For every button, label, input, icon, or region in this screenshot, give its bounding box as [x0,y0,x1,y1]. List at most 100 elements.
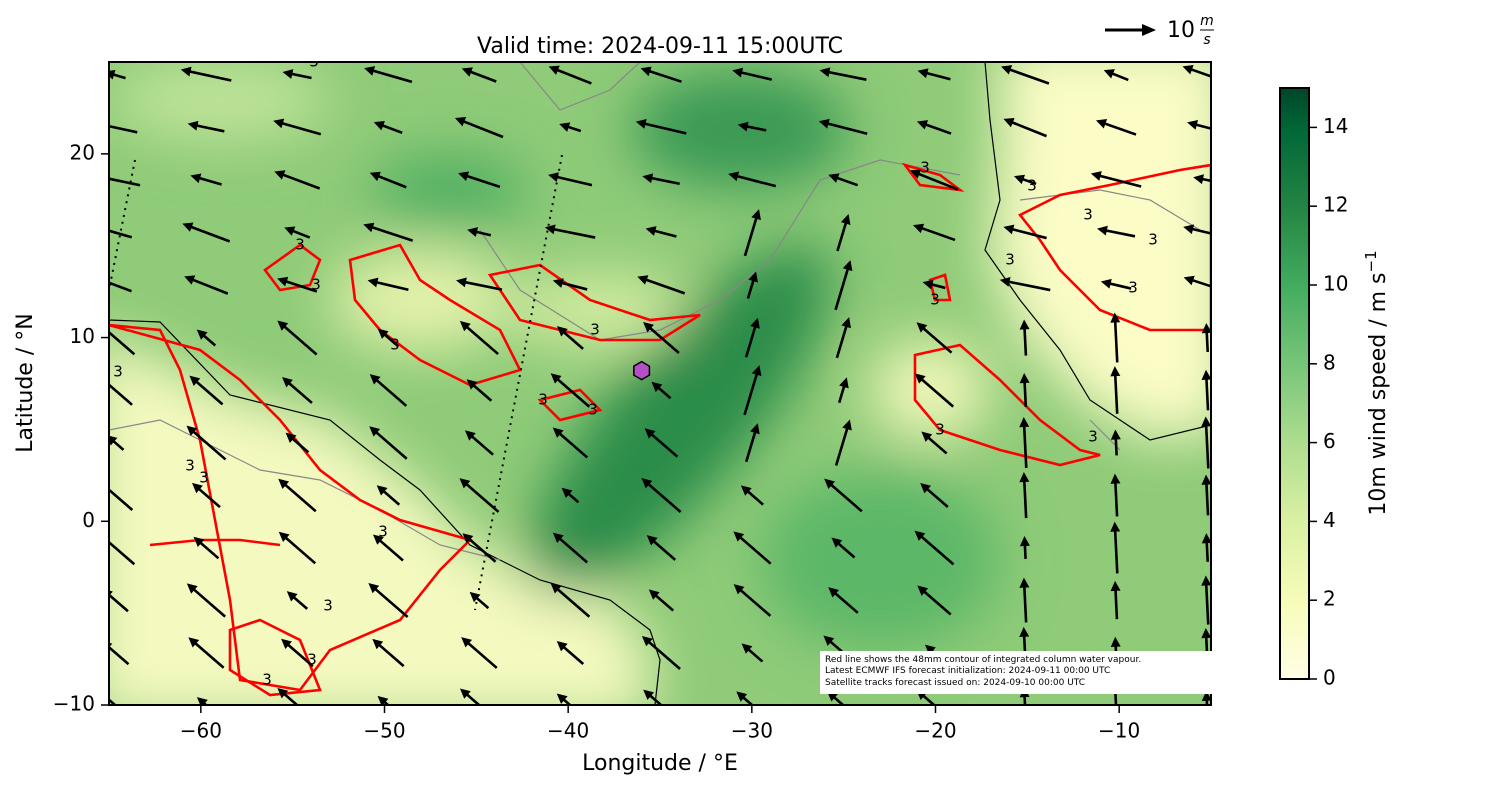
wind-arrow [466,69,497,83]
wind-arrow-head [917,68,929,79]
wind-arrow-head [1019,536,1030,547]
wind-arrow [109,229,133,239]
wind-arrow [1204,581,1210,625]
wind-arrow [1006,67,1050,85]
wind-arrow [646,324,680,354]
wind-arrow [737,587,772,617]
wind-arrow [1005,279,1051,292]
contour-label: 3 [588,401,598,419]
wind-arrow [560,329,584,350]
wind-arrow-head [643,321,654,333]
wind-arrow [463,481,500,513]
wind-arrow [368,225,414,242]
wind-arrow [835,322,849,359]
wind-arrow-head [999,276,1011,287]
wind-arrow [1187,67,1211,78]
wind-arrow-head [1110,312,1121,323]
wind-arrow [190,586,227,618]
colorbar-label: 10m wind speed / m s−1 [1362,250,1391,515]
wind-arrow-head [1019,577,1030,588]
y-tick-label: 0 [82,508,95,532]
wind-arrow [645,68,682,83]
wind-arrow-head [842,260,853,272]
wind-arrow-head [548,65,560,75]
wind-arrow [197,539,220,560]
wind-arrow-head [459,320,471,332]
contour-label: 3 [311,276,321,294]
wind-arrow-head [1019,373,1030,384]
wind-arrow-head [824,478,835,489]
wind-arrow [648,431,679,458]
wind-arrow-head [748,271,758,283]
wind-arrow-head [98,375,109,385]
wind-arrow-head [917,585,929,596]
wind-arrow-head [640,66,652,77]
wind-arrow [915,171,959,191]
wind-arrow [1113,479,1119,517]
wind-arrow-head [635,119,647,129]
wind-arrow-head [96,688,107,698]
wind-arrow-head [1193,174,1204,185]
wind-arrow-head [189,375,201,386]
contour-label: 3 [390,336,400,354]
wind-arrow [278,121,322,136]
wind-arrow-head [454,117,467,127]
wind-arrow [187,224,231,243]
wind-arrow [918,376,955,408]
wind-arrow [1113,527,1119,574]
wind-arrow-head [282,69,294,79]
wind-arrow [109,281,132,293]
contour-label: 3 [113,363,123,381]
wind-arrow [1113,372,1119,414]
contour-label: 3 [920,159,930,177]
x-tick-label: −10 [1098,719,1140,743]
y-axis-label: Latitude / °N [13,313,38,452]
wind-arrow-head [548,172,559,183]
wind-arrow [466,536,497,563]
colorbar-label-text: 10m wind speed / m s [1366,272,1391,515]
wind-arrow-head [456,277,467,288]
wind-arrow-head [109,225,110,227]
contour-label: 3 [323,597,333,615]
wind-arrow [553,67,592,85]
contour-label: 3 [1128,279,1138,297]
x-tick-label: −30 [731,719,773,743]
wind-arrow-head [278,531,290,543]
wind-arrow-head [556,693,568,704]
wind-arrow-head [90,172,101,182]
wind-arrow-head [467,227,479,237]
wind-arrow-head [651,381,663,393]
wind-arrow-head [96,531,107,541]
wind-arrow-head [552,278,564,288]
colorbar [1279,87,1310,680]
wind-arrow-head [556,326,568,337]
wind-arrow [376,537,404,562]
wind-arrow-head [98,480,109,490]
wind-arrow-head [186,583,198,594]
wind-arrow [824,121,868,136]
wind-arrow-head [277,320,289,331]
wind-arrow-head [1110,636,1121,647]
wind-arrow [558,280,588,291]
wind-arrow-head [1201,690,1211,702]
wind-arrow-head [559,122,571,132]
contour-label: 3 [935,421,945,439]
wind-arrow [920,588,952,616]
note: Red line shows the 48mm contour of integ… [825,655,1141,665]
wind-arrow [835,540,856,559]
wind-arrow-head [373,120,385,131]
wind-arrow [109,593,129,613]
contour-label: 3 [1148,231,1158,249]
wind-arrow-head [1100,278,1112,289]
wind-arrow [470,382,493,402]
wind-arrow-head [924,644,936,655]
wind-arrow-head [823,635,835,646]
wind-arrow-head [733,531,745,542]
wind-arrow [647,176,680,186]
wind-arrow-head [646,535,658,546]
wind-arrow [1114,586,1119,620]
wind-arrow [372,585,409,619]
wind-arrow-head [369,426,381,437]
wind-arrow-head [363,222,375,233]
colorbar-tick-label: 12 [1323,193,1348,217]
